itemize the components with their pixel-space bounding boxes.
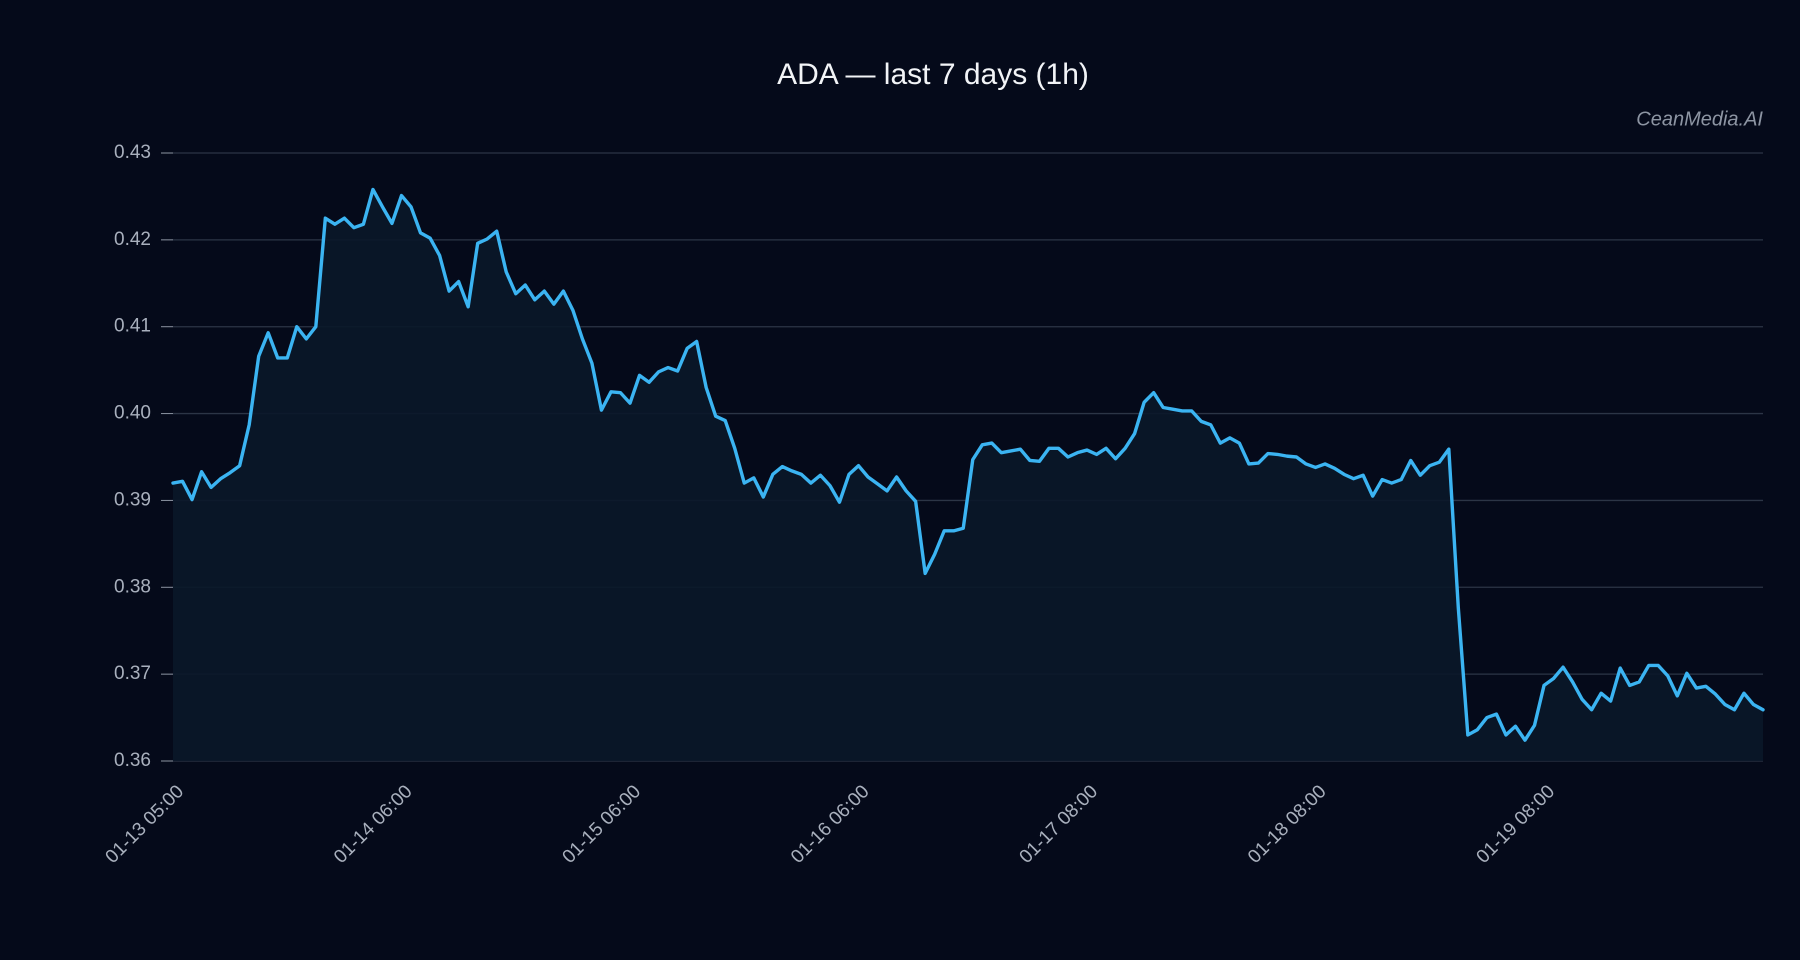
y-tick-label: 0.41 bbox=[114, 316, 151, 337]
y-tick-label: 0.36 bbox=[114, 750, 151, 771]
price-line bbox=[171, 187, 1765, 742]
area bbox=[173, 189, 1763, 762]
chart-title: ADA — last 7 days (1h) bbox=[777, 58, 1089, 91]
y-tick-label: 0.40 bbox=[114, 403, 151, 424]
y-tick-label: 0.39 bbox=[114, 489, 151, 510]
y-tick-label: 0.43 bbox=[114, 142, 151, 163]
y-tick-label: 0.37 bbox=[114, 663, 151, 684]
watermark: CeanMedia.AI bbox=[1636, 108, 1763, 130]
y-tick-label: 0.42 bbox=[114, 229, 151, 250]
y-tick-label: 0.38 bbox=[114, 576, 151, 597]
